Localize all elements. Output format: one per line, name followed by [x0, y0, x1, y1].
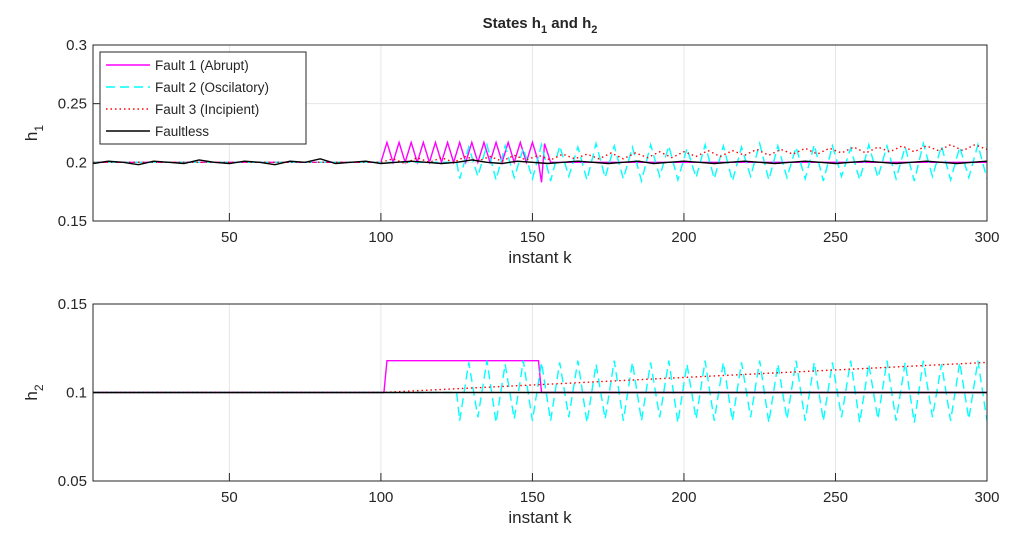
title-sub: 2	[591, 24, 597, 36]
series-line	[93, 360, 987, 423]
y-label-sub: 1	[32, 125, 46, 132]
axes-box	[92, 303, 988, 482]
x-tick-label: 250	[823, 489, 848, 506]
y-tick-label: 0.05	[58, 473, 87, 490]
x-tick-label: 200	[671, 489, 696, 506]
x-tick-label: 100	[368, 229, 393, 246]
legend-box	[99, 51, 307, 145]
title-part: States h	[483, 15, 541, 32]
y-label-sub: 2	[32, 384, 46, 391]
y-tick-label: 0.25	[58, 96, 87, 113]
y-axis-label: h2	[22, 384, 46, 400]
x-tick-label: 100	[368, 489, 393, 506]
x-tick-label: 50	[221, 229, 238, 246]
legend-label: Fault 1 (Abrupt)	[155, 58, 249, 73]
legend-label: Fault 3 (Incipient)	[155, 102, 259, 117]
x-axis-label: instant k	[508, 248, 572, 267]
series-line	[93, 140, 987, 184]
series-line	[93, 143, 987, 165]
title-sub: 1	[541, 24, 547, 36]
x-tick-label: 250	[823, 229, 848, 246]
chart-title: States h1 and h2	[483, 15, 598, 36]
x-tick-label: 300	[974, 229, 999, 246]
legend-label: Faultless	[155, 124, 209, 139]
x-tick-label: 150	[520, 489, 545, 506]
title-part: and h	[547, 15, 591, 32]
x-tick-label: 300	[974, 489, 999, 506]
y-label-base: h	[22, 391, 41, 400]
legend-label: Fault 2 (Oscilatory)	[155, 80, 269, 95]
y-tick-label: 0.1	[66, 385, 87, 402]
x-tick-label: 50	[221, 489, 238, 506]
x-axis-label: instant k	[508, 508, 572, 527]
x-tick-label: 200	[671, 229, 696, 246]
series-line	[93, 158, 987, 166]
y-axis-label: h1	[22, 125, 46, 141]
y-tick-label: 0.3	[66, 37, 87, 54]
y-tick-label: 0.2	[66, 154, 87, 171]
x-tick-label: 150	[520, 229, 545, 246]
y-tick-label: 0.15	[58, 296, 87, 313]
y-tick-label: 0.15	[58, 213, 87, 230]
y-label-base: h	[22, 132, 41, 141]
axes-box	[92, 44, 988, 222]
